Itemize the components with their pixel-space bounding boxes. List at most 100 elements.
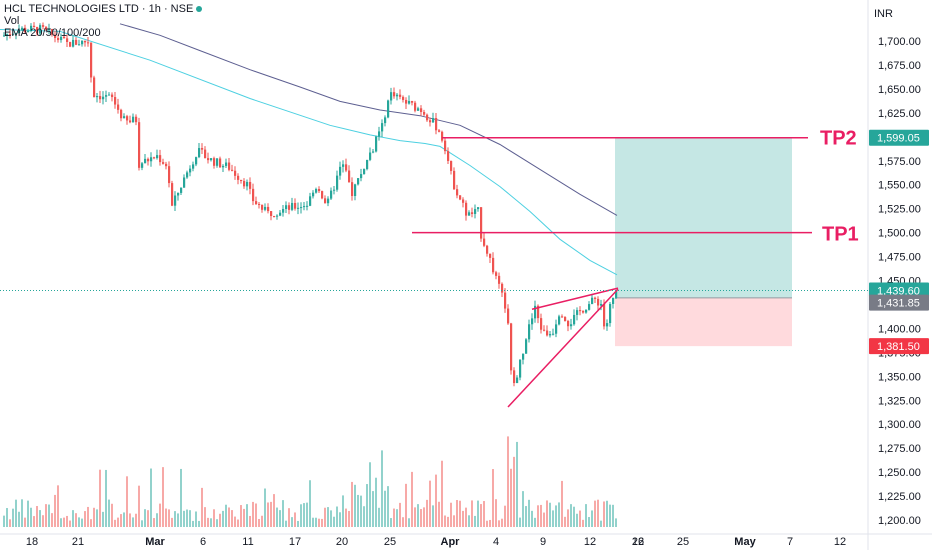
volume-bar xyxy=(567,509,569,527)
chart-legend: HCL TECHNOLOGIES LTD · 1h · NSE Vol EMA … xyxy=(4,3,203,39)
volume-bar xyxy=(447,516,449,527)
ema-legend[interactable]: EMA 20/50/100/200 xyxy=(4,27,101,39)
volume-bar xyxy=(9,519,11,527)
volume-bar xyxy=(369,462,371,527)
candle-body xyxy=(384,117,387,124)
candle-body xyxy=(12,33,15,35)
volume-bar xyxy=(84,511,86,527)
volume-bar xyxy=(318,518,320,527)
volume-bar xyxy=(162,467,164,527)
candle-body xyxy=(240,179,243,182)
candle-body xyxy=(450,160,453,171)
volume-bar xyxy=(504,505,506,527)
candle-body xyxy=(252,188,255,202)
volume-bar xyxy=(408,518,410,527)
volume-bar xyxy=(231,510,233,527)
volume-bar xyxy=(111,503,113,527)
candle-body xyxy=(69,41,72,47)
tp1-label: TP1 xyxy=(822,224,859,246)
volume-bar xyxy=(99,469,101,527)
candle-body xyxy=(315,189,318,193)
volume-bar xyxy=(609,504,611,527)
stop-price-tag: 1,381.50 xyxy=(877,341,920,353)
candle-body xyxy=(153,157,156,159)
candle-body xyxy=(573,314,576,325)
volume-bar xyxy=(237,519,239,527)
volume-bar xyxy=(468,515,470,527)
currency-label[interactable]: INR xyxy=(874,8,893,20)
candle-body xyxy=(258,204,261,206)
x-tick-label: 7 xyxy=(787,536,793,548)
volume-bar xyxy=(513,456,515,527)
volume-bar xyxy=(537,505,539,527)
volume-bar xyxy=(441,460,443,527)
tp2-price-tag: 1,599.05 xyxy=(877,133,920,145)
volume-bar xyxy=(108,499,110,527)
x-tick-label: 9 xyxy=(540,536,546,548)
volume-bar xyxy=(372,491,374,527)
candle-body xyxy=(489,253,492,258)
volume-bar xyxy=(96,509,98,527)
volume-bar xyxy=(36,506,38,527)
wedge-upper-line xyxy=(531,287,619,310)
symbol-title[interactable]: HCL TECHNOLOGIES LTD · 1h · NSE xyxy=(4,3,203,15)
candle-body xyxy=(612,297,615,304)
candle-body xyxy=(435,118,438,131)
candle-body xyxy=(411,100,414,103)
candle-body xyxy=(387,100,390,118)
stop-price-tag-bg xyxy=(869,338,929,355)
candle-body xyxy=(300,207,303,209)
candle-body xyxy=(465,202,468,216)
volume-bar xyxy=(384,490,386,527)
candle-body xyxy=(249,181,252,189)
tp2-label: TP2 xyxy=(820,128,857,150)
volume-bar xyxy=(66,515,68,527)
volume-bar xyxy=(444,515,446,527)
volume-bar xyxy=(498,520,500,527)
candle-body xyxy=(168,166,171,184)
volume-bar xyxy=(273,494,275,527)
candle-body xyxy=(225,162,228,166)
candle-body xyxy=(414,102,417,111)
candle-body xyxy=(21,27,24,31)
candle-body xyxy=(360,174,363,179)
volume-bar xyxy=(258,518,260,527)
candle-body xyxy=(279,212,282,216)
candle-body xyxy=(555,324,558,334)
candle-body xyxy=(477,207,480,210)
candle-body xyxy=(396,94,399,97)
price-axis[interactable]: 1,700.001,675.001,650.001,625.001,600.00… xyxy=(878,36,921,527)
volume-bar xyxy=(429,480,431,527)
x-tick-label: 22 xyxy=(632,536,644,548)
x-tick-label: 11 xyxy=(242,536,253,548)
candle-body xyxy=(9,33,12,35)
volume-bar xyxy=(465,507,467,527)
candle-body xyxy=(27,30,30,33)
volume-bar xyxy=(210,518,212,527)
volume-bar xyxy=(282,500,284,527)
candle-body xyxy=(336,175,339,190)
candle-body xyxy=(186,172,189,178)
candle-body xyxy=(375,136,378,152)
candle-body xyxy=(309,196,312,206)
candle-body xyxy=(606,323,609,327)
candle-body xyxy=(126,116,129,121)
volume-bar xyxy=(138,485,140,527)
candle-body xyxy=(45,26,48,30)
volume-bar xyxy=(327,507,329,527)
volume-bar xyxy=(189,510,191,527)
candle-body xyxy=(540,318,543,330)
volume-bar xyxy=(414,507,416,527)
ema-fast-line xyxy=(0,29,618,276)
volume-bar xyxy=(360,495,362,527)
candle-body xyxy=(348,170,351,183)
volume-bar xyxy=(435,474,437,527)
candle-body xyxy=(567,320,570,327)
stop-zone xyxy=(615,297,792,347)
candle-body xyxy=(213,158,216,166)
volume-bar xyxy=(192,520,194,527)
volume-legend[interactable]: Vol xyxy=(4,15,20,27)
